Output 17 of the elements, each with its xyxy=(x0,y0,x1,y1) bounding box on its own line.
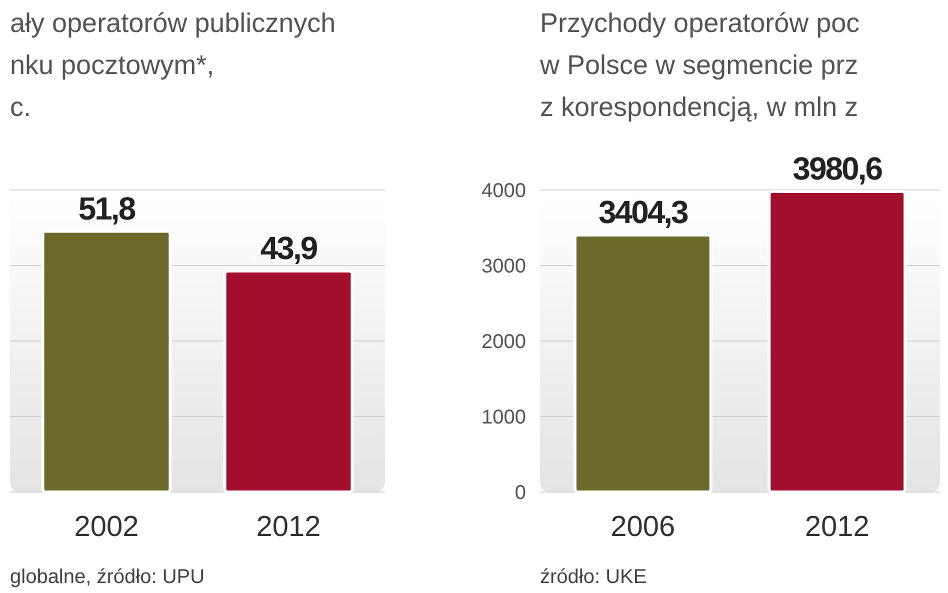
data-label: 3980,6 xyxy=(792,150,882,186)
chart-title: ały operatorów publicznych nku pocztowym*, c. xyxy=(10,8,336,122)
y-tick-label: 0 xyxy=(514,482,526,504)
y-tick-label: 4000 xyxy=(482,180,526,202)
chart-title: Przychody operatorów poc w Polsce w segmencie prz z korespondencją, w mln z xyxy=(539,8,860,122)
x-tick-label: 2012 xyxy=(256,511,321,543)
y-tick-label: 2000 xyxy=(482,331,526,353)
x-tick-label: 2002 xyxy=(74,511,139,543)
x-tick-label: 2006 xyxy=(610,511,676,543)
data-label: 51,8 xyxy=(78,190,136,226)
x-tick-label: 2012 xyxy=(804,511,870,543)
data-label: 43,9 xyxy=(260,230,318,266)
text: źródło: UKE xyxy=(540,566,647,588)
text: globalne, źródło: UPU xyxy=(10,566,205,588)
data-label: 3404,3 xyxy=(598,194,688,230)
y-tick-label: 1000 xyxy=(482,406,526,428)
y-tick-label: 3000 xyxy=(482,256,526,278)
